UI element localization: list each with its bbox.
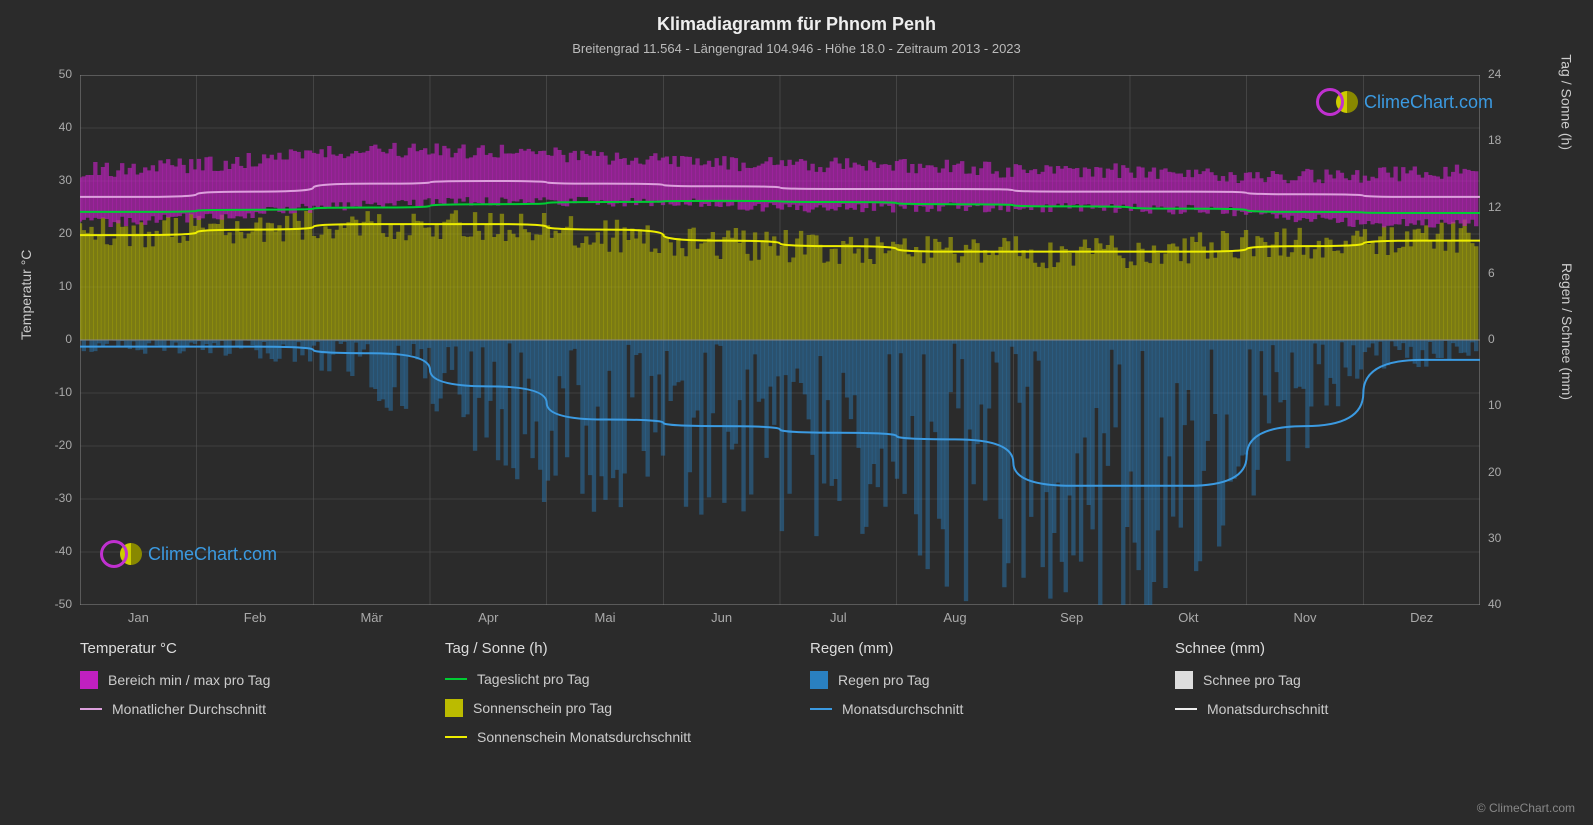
month-label: Mär [360,610,382,625]
legend-item: Monatsdurchschnitt [810,701,1115,717]
legend-item-label: Monatlicher Durchschnitt [112,701,266,717]
legend-group: Temperatur °C Bereich min / max pro Tag Mo… [80,640,385,757]
y-axis-right-top-label: Tag / Sonne (h) [1559,54,1575,150]
legend-item-label: Monatsdurchschnitt [1207,701,1328,717]
legend-item: Bereich min / max pro Tag [80,671,385,689]
tick-left: -10 [42,385,72,399]
legend-swatch-block-icon [810,671,828,689]
legend-swatch-line-icon [445,736,467,738]
legend-item-label: Bereich min / max pro Tag [108,672,270,688]
month-label: Jun [711,610,732,625]
month-label: Apr [478,610,498,625]
chart-subtitle: Breitengrad 11.564 - Längengrad 104.946 … [0,35,1593,56]
legend-item-label: Schnee pro Tag [1203,672,1301,688]
legend-swatch-block-icon [80,671,98,689]
legend-item: Monatlicher Durchschnitt [80,701,385,717]
legend-group: Schnee (mm) Schnee pro Tag Monatsdurchschn… [1175,640,1480,757]
month-label: Okt [1178,610,1198,625]
chart-svg [80,75,1480,605]
legend-group-title: Regen (mm) [810,640,1115,657]
legend-group-title: Temperatur °C [80,640,385,657]
chart-plot-area: 50403020100-10-20-30-40-5024181260102030… [80,75,1480,605]
legend-item: Monatsdurchschnitt [1175,701,1480,717]
chart-title: Klimadiagramm für Phnom Penh [0,0,1593,35]
month-label: Feb [244,610,266,625]
tick-right-bottom: 20 [1488,465,1518,479]
watermark-text: ClimeChart.com [1364,92,1493,113]
tick-right-top: 12 [1488,200,1518,214]
legend-item-label: Sonnenschein Monatsdurchschnitt [477,729,691,745]
month-label: Nov [1293,610,1316,625]
tick-left: -30 [42,491,72,505]
legend-item: Schnee pro Tag [1175,671,1480,689]
legend-swatch-line-icon [1175,708,1197,710]
legend-swatch-block-icon [445,699,463,717]
tick-left: 30 [42,173,72,187]
month-label: Mai [595,610,616,625]
legend-group-title: Tag / Sonne (h) [445,640,750,657]
tick-left: 20 [42,226,72,240]
tick-left: -40 [42,544,72,558]
tick-left: 10 [42,279,72,293]
legend-item: Sonnenschein Monatsdurchschnitt [445,729,750,745]
copyright: © ClimeChart.com [1477,801,1575,815]
watermark-text: ClimeChart.com [148,544,277,565]
legend-swatch-line-icon [80,708,102,710]
tick-left: 0 [42,332,72,346]
legend-swatch-line-icon [445,678,467,680]
tick-right-bottom: 40 [1488,597,1518,611]
legend-item-label: Monatsdurchschnitt [842,701,963,717]
month-label: Dez [1410,610,1433,625]
month-label: Aug [943,610,966,625]
legend-group: Regen (mm) Regen pro Tag Monatsdurchschnit… [810,640,1115,757]
legend-item: Tageslicht pro Tag [445,671,750,687]
legend-swatch-block-icon [1175,671,1193,689]
month-label: Jul [830,610,847,625]
tick-right-top: 6 [1488,266,1518,280]
watermark-top: ClimeChart.com [1316,88,1493,116]
tick-left: -20 [42,438,72,452]
y-axis-left-label: Temperatur °C [18,250,34,340]
tick-right-bottom: 30 [1488,531,1518,545]
legend-swatch-line-icon [810,708,832,710]
tick-left: -50 [42,597,72,611]
tick-right-top: 0 [1488,332,1518,346]
legend: Temperatur °C Bereich min / max pro Tag Mo… [80,640,1480,757]
legend-group: Tag / Sonne (h) Tageslicht pro Tag Sonnens… [445,640,750,757]
legend-item: Regen pro Tag [810,671,1115,689]
tick-right-top: 24 [1488,67,1518,81]
tick-right-bottom: 10 [1488,398,1518,412]
tick-left: 40 [42,120,72,134]
globe-icon [1316,88,1344,116]
month-label: Sep [1060,610,1083,625]
watermark-bottom: ClimeChart.com [100,540,277,568]
tick-right-top: 18 [1488,133,1518,147]
legend-group-title: Schnee (mm) [1175,640,1480,657]
legend-item-label: Regen pro Tag [838,672,930,688]
globe-icon [100,540,128,568]
tick-left: 50 [42,67,72,81]
month-label: Jan [128,610,149,625]
legend-item-label: Tageslicht pro Tag [477,671,590,687]
y-axis-right-bottom-label: Regen / Schnee (mm) [1559,263,1575,400]
legend-item-label: Sonnenschein pro Tag [473,700,612,716]
legend-item: Sonnenschein pro Tag [445,699,750,717]
